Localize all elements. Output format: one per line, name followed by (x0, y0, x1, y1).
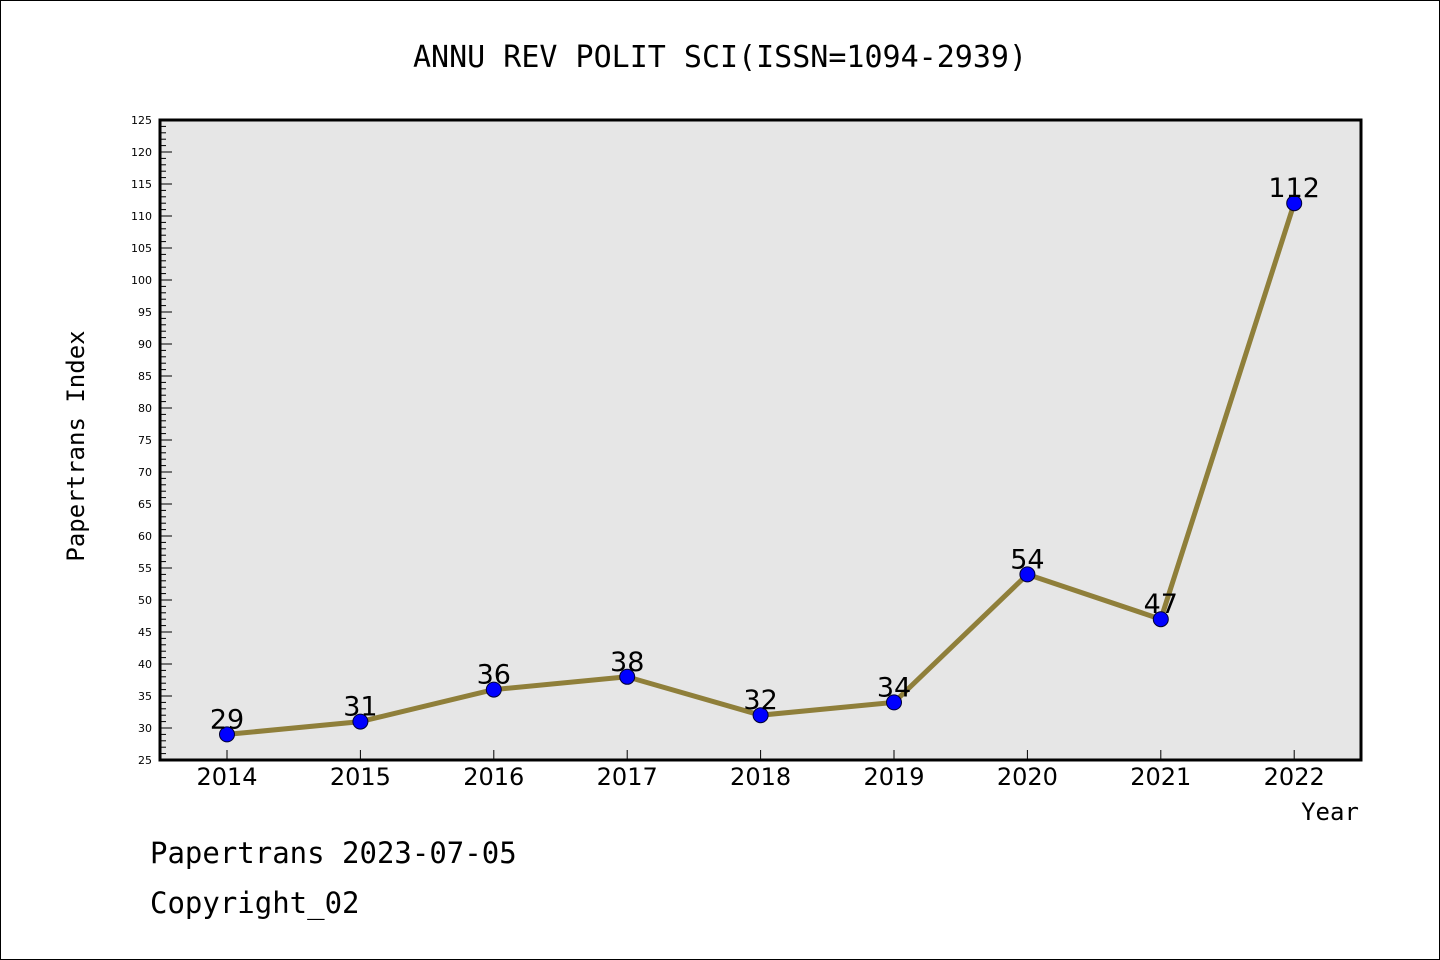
y-tick-label: 25 (138, 754, 152, 767)
data-label: 38 (610, 647, 644, 678)
x-tick-label: 2021 (1130, 763, 1191, 791)
data-point (752, 707, 769, 724)
y-tick-label: 70 (138, 466, 152, 479)
data-label: 34 (877, 672, 911, 703)
y-tick-label: 45 (138, 626, 152, 639)
y-tick-label: 90 (138, 338, 152, 351)
x-tick-label: 2019 (863, 763, 924, 791)
x-tick-label: 2017 (597, 763, 658, 791)
y-tick-label: 55 (138, 562, 152, 575)
y-tick-label: 65 (138, 498, 152, 511)
data-point (485, 681, 502, 698)
x-axis-label: Year (1301, 798, 1359, 826)
x-axis: 2014 2015 2016 2017 2018 2019 2020 2021 2022 (196, 750, 1325, 791)
y-tick-label: 115 (131, 178, 152, 191)
x-tick-label: 2018 (730, 763, 791, 791)
x-tick-label: 2014 (196, 763, 257, 791)
y-tick-label: 120 (131, 146, 152, 159)
data-label: 29 (210, 704, 244, 735)
data-point (352, 713, 369, 730)
data-point (619, 668, 636, 685)
data-point (1286, 195, 1303, 212)
y-tick-label: 60 (138, 530, 152, 543)
y-tick-label: 95 (138, 306, 152, 319)
data-label: 36 (477, 660, 511, 691)
data-point (1019, 566, 1036, 583)
data-label: 54 (1010, 544, 1044, 575)
plot-border (158, 118, 1363, 762)
y-axis-label: Papertrans Index (62, 330, 90, 561)
data-point (219, 726, 235, 743)
chart-title: ANNU REV POLIT SCI(ISSN=1094-2939) (413, 40, 1027, 75)
data-label: 112 (1268, 173, 1320, 204)
data-label: 31 (343, 692, 377, 723)
data-point (886, 694, 902, 711)
y-tick-label: 35 (138, 690, 152, 703)
x-tick-label: 2022 (1264, 763, 1325, 791)
series: 29 31 36 38 32 34 54 47 112 (210, 173, 1320, 743)
y-tick-label: 30 (138, 722, 152, 735)
x-tick-label: 2015 (330, 763, 391, 791)
y-tick-label: 80 (138, 402, 152, 415)
y-tick-label: 100 (131, 274, 152, 287)
y-tick-label: 110 (131, 210, 152, 223)
x-tick-label: 2016 (463, 763, 524, 791)
y-tick-label: 50 (138, 594, 152, 607)
x-tick-label: 2020 (997, 763, 1058, 791)
data-label: 47 (1144, 589, 1178, 620)
y-tick-label: 105 (131, 242, 152, 255)
y-tick-label: 85 (138, 370, 152, 383)
y-tick-label: 125 (131, 114, 152, 127)
footer-copyright: Copyright_02 (150, 886, 360, 920)
y-tick-label: 75 (138, 434, 152, 447)
plot-area (160, 120, 1361, 760)
data-point (1152, 611, 1169, 628)
y-tick-label: 40 (138, 658, 152, 671)
footer-date: Papertrans 2023-07-05 (150, 836, 517, 870)
data-label: 32 (743, 685, 777, 716)
